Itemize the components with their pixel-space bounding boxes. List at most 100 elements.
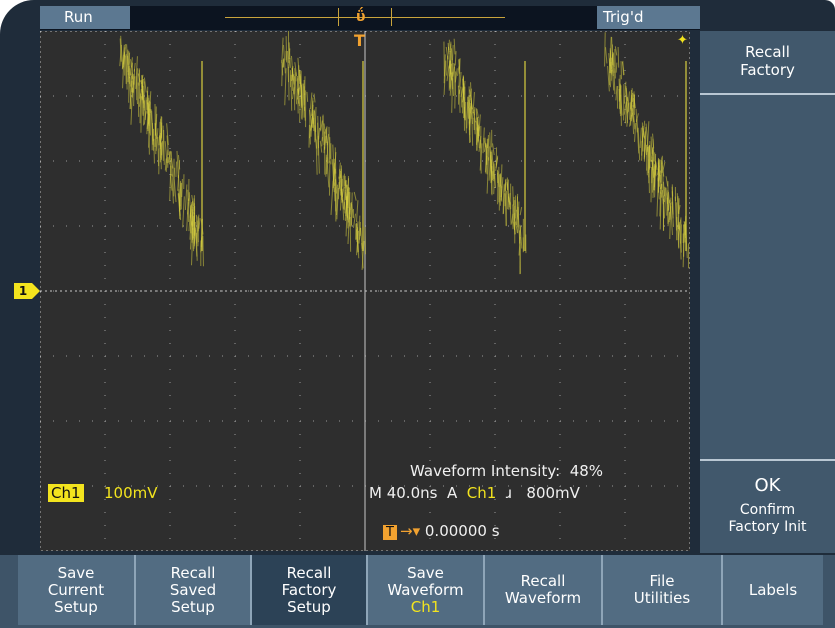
waveform-trace [129, 80, 133, 110]
waveform-trace [453, 63, 456, 96]
label-line: Waveform [387, 580, 464, 599]
waveform-trace [462, 76, 464, 114]
waveform-trace [641, 133, 644, 143]
waveform-trace [325, 126, 328, 144]
waveform-trace [674, 196, 678, 231]
waveform-trace [141, 75, 143, 87]
waveform-trace [291, 68, 294, 81]
waveform-trace [443, 54, 446, 84]
waveform-trace [281, 62, 283, 87]
recall-saved-setup-button[interactable]: Recall Saved Setup [136, 555, 252, 625]
waveform-trace [133, 69, 136, 107]
trigger-position-top-icon: ΰ [356, 9, 366, 25]
waveform-trace [659, 192, 662, 230]
waveform-trace [651, 159, 654, 171]
waveform-trace [465, 102, 467, 134]
waveform-trace [620, 94, 622, 126]
waveform-trace [176, 150, 179, 178]
waveform-trace [454, 51, 457, 66]
waveform-trace [667, 193, 670, 223]
waveform-trace [197, 214, 200, 247]
waveform-trace [166, 123, 169, 146]
waveform-trace [126, 44, 129, 75]
waveform-trace [682, 232, 685, 268]
recall-factory-line2: Factory [740, 61, 795, 79]
save-waveform-ch1-button[interactable]: Save Waveform Ch1 [368, 555, 485, 625]
ok-confirm-factory-init-button[interactable]: OK Confirm Factory Init [700, 459, 835, 553]
waveform-trace [489, 132, 492, 165]
waveform-trace [130, 57, 133, 76]
timebase-trigger-readout: M 40.0ns A Ch1 ɹ 800mV [369, 484, 580, 502]
button-label: Recall Waveform [505, 573, 581, 607]
waveform-trace [458, 71, 462, 94]
waveform-trace [661, 190, 664, 205]
waveform-trace [472, 92, 475, 114]
waveform-trace [662, 161, 666, 171]
trigger-level-arrow-icon: ✦ [677, 33, 688, 48]
waveform-trace [646, 121, 650, 152]
recall-waveform-button[interactable]: Recall Waveform [485, 555, 603, 625]
channel-1-ground-marker[interactable]: 1 [14, 283, 32, 299]
labels-button[interactable]: Labels [723, 555, 823, 625]
waveform-trace [329, 137, 331, 159]
waveform-trace [281, 37, 284, 63]
button-label: Save Current Setup [47, 563, 105, 616]
waveform-trace [141, 78, 144, 88]
waveform-trace [353, 213, 356, 228]
label-line: Recall [286, 563, 332, 582]
waveform-trace [621, 61, 625, 76]
waveform-trace [446, 55, 449, 76]
waveform-trace [475, 108, 478, 131]
waveform-trace [443, 60, 447, 95]
recall-factory-setup-button[interactable]: Recall Factory Setup [252, 555, 368, 625]
waveform-trace [519, 224, 523, 249]
waveform-trace [169, 175, 173, 191]
waveform-trace [169, 165, 172, 201]
waveform-trace [177, 193, 181, 216]
waveform-trace [634, 122, 637, 142]
file-utilities-button[interactable]: File Utilities [603, 555, 723, 625]
waveform-trace [470, 88, 472, 100]
waveform-trace [482, 127, 485, 154]
waveform-trace [198, 218, 201, 229]
waveform-trace [471, 112, 474, 146]
waveform-trace [348, 192, 351, 227]
label-line: Current [47, 580, 105, 599]
button-label: Save Waveform Ch1 [387, 564, 464, 616]
waveform-trace [649, 141, 652, 162]
waveform-trace [164, 158, 167, 171]
label-line: Save [57, 563, 95, 582]
ok-label: OK [754, 475, 781, 496]
waveform-trace [119, 38, 122, 62]
button-label: Labels [749, 581, 797, 599]
waveform-trace [473, 111, 476, 123]
waveform-trace [623, 101, 627, 115]
waveform-trace [498, 174, 501, 211]
waveform-trace [296, 89, 300, 100]
waveform-trace [165, 149, 169, 172]
waveform-trace [175, 161, 177, 177]
waveform-trace [644, 126, 647, 158]
waveform-trace [300, 70, 303, 106]
save-current-setup-button[interactable]: Save Current Setup [18, 555, 136, 625]
waveform-display[interactable] [40, 31, 690, 551]
waveform-trace [299, 97, 301, 123]
waveform-trace [334, 147, 337, 174]
recall-factory-button[interactable]: Recall Factory [700, 31, 835, 95]
waveform-trace [310, 92, 313, 110]
waveform-trace [308, 125, 312, 139]
waveform-trace [314, 125, 318, 149]
waveform-trace [193, 221, 196, 247]
waveform-trace [313, 93, 316, 103]
waveform-trace [453, 38, 456, 55]
waveform-trace [202, 235, 204, 267]
label-line: Recall [170, 563, 216, 582]
trigger-position-readout: T →▾ 0.00000 s [383, 522, 500, 540]
waveform-trace [148, 91, 152, 126]
label-line: Recall [520, 572, 566, 590]
waveform-trace [133, 62, 136, 72]
waveform-trace [491, 149, 495, 180]
channel-label: Ch1 [48, 484, 84, 502]
waveform-trace [157, 136, 160, 167]
waveform-trace [607, 65, 610, 92]
